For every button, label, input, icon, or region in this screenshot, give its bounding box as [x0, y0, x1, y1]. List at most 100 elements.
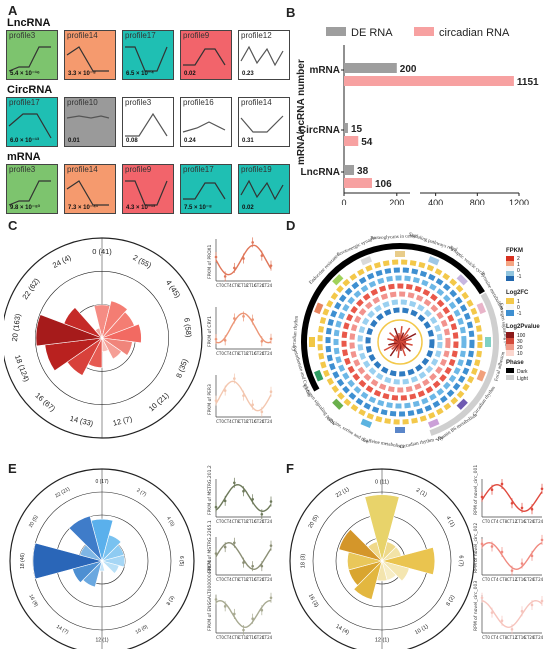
- mini-x-label: CT16: [246, 577, 257, 582]
- rose-petal: [380, 546, 436, 576]
- mini-point: [480, 542, 484, 546]
- bar-value-label: 54: [361, 137, 373, 148]
- mini-y-label: FPKM of PROX1: [207, 244, 213, 279]
- profile-name: profile3: [9, 165, 36, 174]
- rose-petal: [338, 528, 384, 562]
- panel-c-letter: C: [8, 218, 18, 233]
- mini-point: [214, 505, 218, 509]
- mini-point: [269, 596, 273, 600]
- legend-gradient-cell: [506, 332, 514, 338]
- mini-point: [214, 337, 218, 341]
- rose-label: 12 (1): [375, 638, 390, 644]
- mini-x-label: CT16: [246, 635, 257, 640]
- panel-f-chart: 0 (11) 2 (1) 4 (1) 6 (7) 8 (2) 10 (1) 12 (1) 14…: [289, 465, 544, 649]
- mini-x-label: CT16: [246, 519, 257, 524]
- legend-gradient-cell: [506, 276, 514, 281]
- legend-swatch: [506, 375, 514, 380]
- heatmap-ring: [357, 299, 443, 385]
- mini-point: [530, 507, 534, 511]
- profile-pvalue: 6.0 × 10⁻¹³: [10, 138, 40, 144]
- mini-point: [510, 501, 514, 505]
- bar-value-label: 38: [357, 166, 369, 177]
- y-axis-label: mRNA/ncRNA number: [296, 59, 307, 165]
- trend-line: [125, 180, 168, 206]
- profile-pvalue: 0.02: [184, 71, 196, 77]
- mini-x-label: CT4: [224, 577, 232, 582]
- rose-label: 2 (55): [131, 253, 153, 270]
- mini-x-label: CT20: [254, 419, 265, 424]
- mini-point: [242, 257, 245, 260]
- mini-x-label: CT16: [246, 283, 257, 288]
- mini-x-label: CT24: [262, 283, 273, 288]
- profile-trend: [8, 113, 52, 139]
- rose-label: 10 (21): [147, 390, 171, 413]
- rose-label: 24 (4): [51, 253, 73, 270]
- mini-point: [490, 488, 494, 492]
- rose-petal: [94, 327, 103, 339]
- mini-y-label: FPKM of MSTRG.201.2: [207, 465, 213, 515]
- profile-name: profile9: [183, 31, 210, 40]
- trend-line: [182, 121, 226, 133]
- rose-label: 22 (1): [335, 487, 351, 499]
- legend-label: circadian RNA: [439, 27, 510, 39]
- center-spike: [399, 338, 412, 343]
- mini-x-label: CT4: [224, 419, 232, 424]
- mini-y-label: RPM of novel_circ_002: [473, 523, 479, 573]
- pathway-color-block: [314, 302, 324, 315]
- profile-pvalue: 6.5 × 10⁻⁴: [126, 71, 154, 77]
- legend-tick: 1: [517, 262, 520, 268]
- rose-label: 4 (1): [445, 515, 456, 528]
- profile-name: profile12: [241, 31, 272, 40]
- profile-name: profile17: [125, 31, 156, 40]
- legend-title: FPKM: [506, 248, 523, 254]
- legend-gradient-cell: [506, 338, 514, 344]
- mini-point: [269, 500, 273, 503]
- profile-trend: [182, 121, 226, 133]
- bar-value-label: 106: [375, 179, 392, 190]
- mini-point: [251, 497, 254, 501]
- pathway-color-block: [360, 256, 373, 266]
- mini-point: [233, 541, 236, 545]
- mini-x-label: CT4: [224, 351, 232, 356]
- mini-point: [251, 617, 254, 620]
- mini-x-label: CT24: [262, 419, 273, 424]
- profile-box: profile14 7.3 × 10⁻⁴¹: [64, 164, 116, 214]
- mini-point: [540, 538, 544, 542]
- profile-trend: [125, 46, 168, 72]
- profile-name: profile19: [241, 165, 272, 174]
- trend-line: [66, 180, 109, 206]
- mini-x-label: CT4: [224, 283, 232, 288]
- rose-label: 18 (46): [20, 553, 26, 569]
- mini-point: [530, 603, 534, 607]
- bar: [344, 63, 397, 73]
- mini-point: [269, 390, 273, 394]
- pathway-label: Estrogen signaling pathw: [498, 303, 510, 354]
- mini-point: [260, 564, 264, 568]
- mini-x-label: CT24: [262, 519, 273, 524]
- profile-trend: [66, 180, 109, 206]
- mini-x-label: CT4: [224, 635, 232, 640]
- mini-point: [260, 254, 264, 257]
- rose-petal: [101, 337, 133, 356]
- mini-point: [223, 499, 227, 503]
- rose-label: 14 (4): [334, 624, 350, 636]
- profile-box: profile14 3.3 × 10⁻⁸: [64, 30, 116, 80]
- profile-trend: [66, 115, 110, 119]
- mini-point: [251, 318, 254, 321]
- legend-swatch: [326, 27, 346, 36]
- rose-label: 10 (1): [414, 624, 430, 636]
- profile-box: profile12 0.23: [238, 30, 290, 80]
- mini-point: [233, 612, 236, 616]
- mini-x-label: CT8: [499, 635, 507, 640]
- mini-x-label: CT0: [216, 283, 224, 288]
- mini-point: [214, 552, 218, 555]
- rose-label: 10 (0): [135, 624, 150, 636]
- profile-box: profile10 0.01: [64, 97, 116, 147]
- mini-point: [260, 608, 264, 612]
- rose-label: 0 (41): [92, 247, 112, 256]
- mini-point: [214, 255, 218, 259]
- mini-point: [223, 275, 227, 278]
- panel-a-letter: A: [8, 3, 18, 18]
- mini-x-label: CT20: [254, 519, 265, 524]
- mini-point: [269, 544, 273, 547]
